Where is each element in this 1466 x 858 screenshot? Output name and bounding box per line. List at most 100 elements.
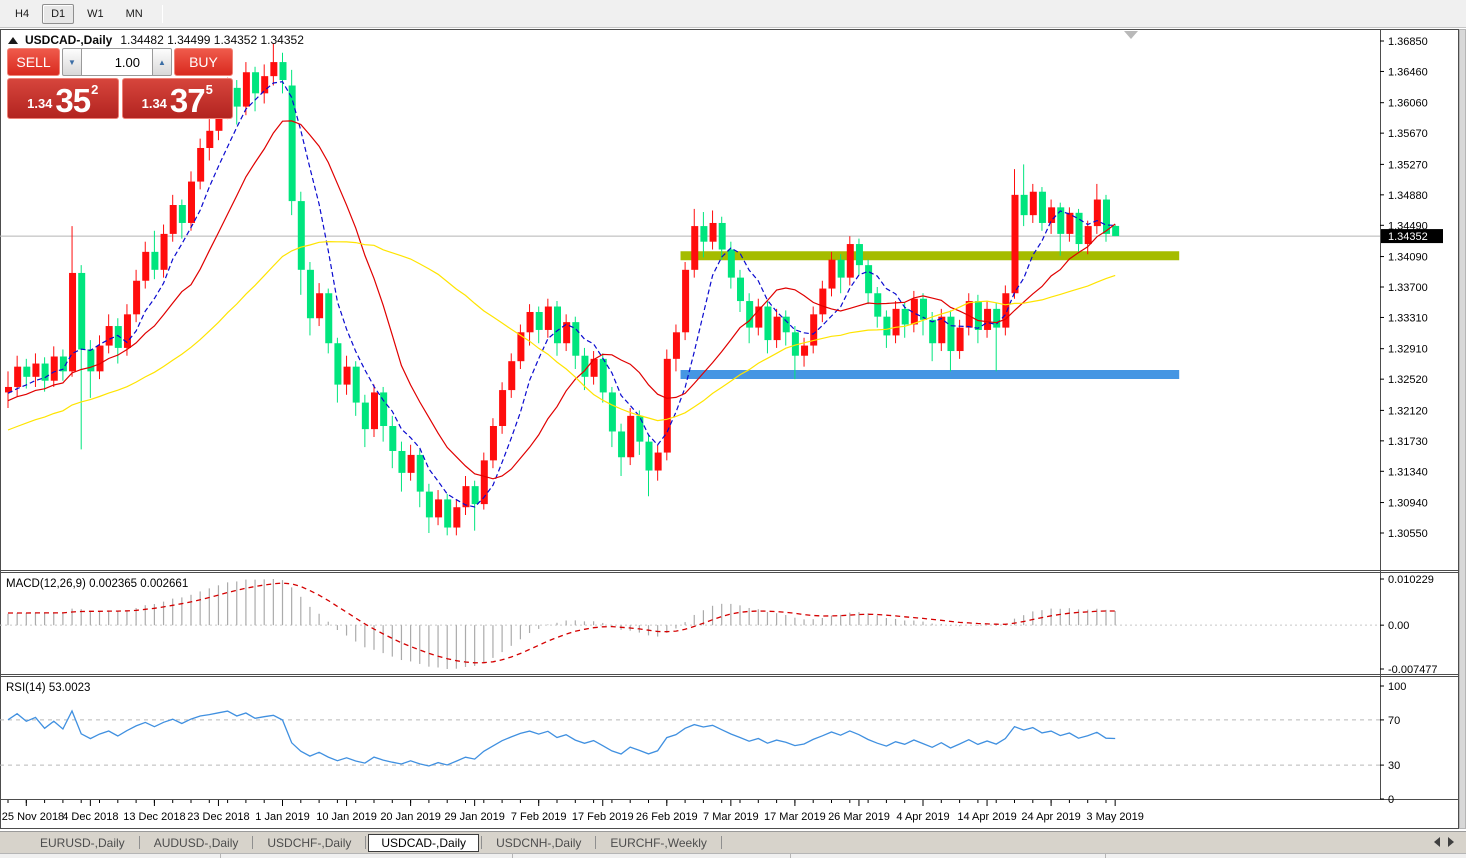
candle-body — [352, 366, 360, 403]
sell-price-point: 2 — [91, 82, 99, 97]
tab-separator — [481, 836, 483, 849]
buy-button[interactable]: BUY — [174, 48, 233, 76]
volume-input[interactable] — [82, 48, 152, 76]
timeframe-tab-d1[interactable]: D1 — [42, 3, 75, 24]
candle-body — [444, 499, 452, 528]
candle-body — [23, 366, 31, 377]
timeframe-tab-mn[interactable]: MN — [125, 7, 143, 20]
sell-price-pips: 35 — [55, 81, 91, 119]
candle-body — [371, 392, 378, 430]
price-axis-label: 1.36460 — [1388, 66, 1428, 78]
price-axis-label: 1.31730 — [1388, 436, 1428, 448]
candle-body — [956, 327, 964, 352]
timeframe-tab-h4[interactable]: H4 — [15, 7, 30, 20]
time-axis-label: 4 Dec 2018 — [62, 811, 118, 823]
candle-body — [1075, 212, 1083, 245]
candle-body — [435, 499, 443, 518]
candle-body — [123, 314, 131, 348]
candle-body — [114, 326, 122, 348]
candle-body — [654, 452, 662, 471]
time-axis-label: 13 Dec 2018 — [123, 811, 185, 823]
chart-tab-audusd[interactable]: AUDUSD-,Daily — [153, 835, 239, 850]
macd-axis-label: 0.00 — [1388, 620, 1409, 632]
candle-body — [1066, 212, 1074, 234]
price-axis-label: 1.34880 — [1388, 190, 1428, 202]
tab-separator — [252, 836, 254, 849]
candle-body — [160, 233, 168, 270]
price-axis-label: 1.35670 — [1388, 128, 1428, 140]
chart-tab-bar: EURUSD-,Daily AUDUSD-,Daily USDCHF-,Daily U… — [0, 831, 1466, 853]
volume-increase-arrow-icon[interactable]: ▲ — [152, 48, 172, 76]
time-axis-label: 10 Jan 2019 — [316, 811, 377, 823]
candle-body — [636, 415, 644, 442]
chart-tab-usdchf[interactable]: USDCHF-,Daily — [267, 835, 352, 850]
candle-body — [316, 293, 324, 319]
candle-body — [920, 298, 927, 320]
volume-decrease-arrow-icon[interactable]: ▼ — [62, 48, 82, 76]
candle-body — [41, 363, 49, 381]
candle-body — [718, 222, 726, 250]
time-axis-label: 29 Jan 2019 — [444, 811, 505, 823]
timeframe-tab-w1[interactable]: W1 — [87, 7, 104, 20]
chart-tab-usdcad[interactable]: USDCAD-,Daily — [368, 833, 480, 852]
candle-body — [5, 386, 12, 393]
candle-body — [471, 486, 479, 505]
price-axis-label: 1.34090 — [1388, 252, 1428, 264]
candle-body — [325, 293, 333, 344]
price-axis-label: 1.36850 — [1388, 36, 1428, 48]
current-price-label: 1.34352 — [1388, 231, 1428, 243]
candle-body — [398, 450, 406, 473]
candle-body — [489, 426, 497, 461]
timeframe-toolbar: H4 D1 W1 MN — [0, 0, 1466, 28]
candle-body — [1002, 293, 1010, 328]
candle-body — [1112, 225, 1120, 237]
sell-button[interactable]: SELL — [7, 48, 60, 76]
tab-scroll-left-icon[interactable] — [1434, 837, 1440, 847]
candle-body — [801, 345, 809, 356]
collapse-triangle-icon[interactable] — [8, 36, 18, 44]
candle-body — [773, 316, 781, 341]
column-divider — [512, 854, 513, 858]
candle-body — [608, 392, 616, 432]
price-axis-label: 1.32120 — [1388, 405, 1428, 417]
candle-body — [416, 454, 424, 492]
macd-signal-line — [8, 582, 1116, 664]
candle-body — [206, 130, 214, 148]
candle-body — [105, 326, 113, 346]
buy-price-pips: 37 — [169, 81, 206, 119]
candle-body — [810, 314, 818, 346]
chart-tab-eurusd[interactable]: EURUSD-,Daily — [40, 835, 125, 850]
time-axis-label: 24 Apr 2019 — [1021, 811, 1080, 823]
candle-body — [297, 201, 305, 270]
time-axis-label: 25 Nov 2018 — [2, 811, 64, 823]
candle-body — [96, 345, 104, 372]
chart-tab-usdcnh[interactable]: USDCNH-,Daily — [496, 835, 582, 850]
time-axis-label: 7 Feb 2019 — [511, 811, 567, 823]
price-axis-label: 1.30550 — [1388, 528, 1428, 540]
candle-body — [581, 355, 589, 377]
candle-body — [901, 308, 909, 325]
time-axis-label: 4 Apr 2019 — [896, 811, 949, 823]
price-axis-label: 1.32520 — [1388, 374, 1428, 386]
candle-body — [517, 332, 525, 362]
candle-body — [663, 358, 671, 453]
candle-body — [627, 415, 635, 458]
chart-window-frame — [0, 29, 1459, 829]
candle-body — [453, 507, 461, 528]
candle-body — [727, 249, 735, 278]
buy-price-point: 5 — [205, 82, 213, 97]
candle-body — [682, 269, 690, 333]
price-axis-label: 1.31340 — [1388, 466, 1428, 478]
buy-price-box[interactable]: 1.34 37 5 — [121, 78, 233, 119]
tab-scroll-right-icon[interactable] — [1448, 837, 1454, 847]
candle-body — [544, 306, 552, 330]
sell-price-box[interactable]: 1.34 35 2 — [7, 78, 119, 119]
candle-body — [1011, 194, 1019, 294]
candle-body — [69, 272, 77, 372]
column-divider — [220, 854, 221, 858]
rsi-axis-label: 30 — [1388, 760, 1400, 772]
autoscroll-triangle-icon[interactable] — [1124, 31, 1138, 39]
chart-tab-eurchf[interactable]: EURCHF-,Weekly — [610, 835, 707, 850]
time-axis-label: 17 Mar 2019 — [764, 811, 826, 823]
